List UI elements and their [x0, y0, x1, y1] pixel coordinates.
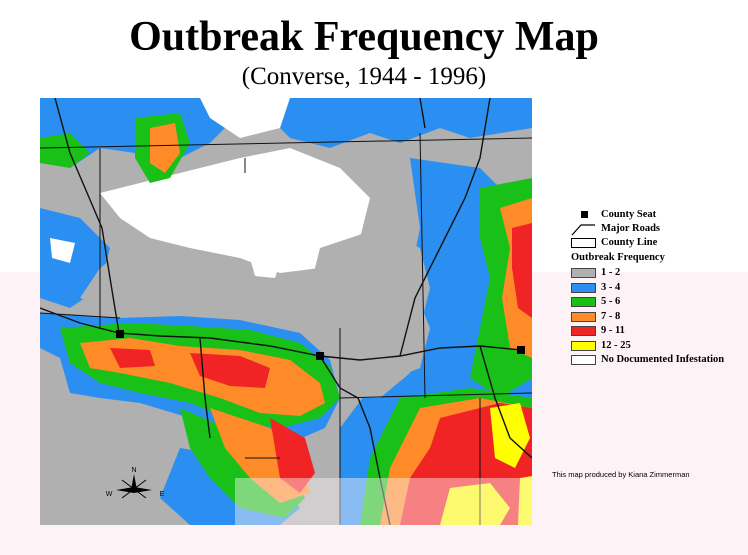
- legend-swatch: [571, 297, 596, 307]
- no-infestation-areas: [50, 98, 370, 278]
- compass-w: W: [106, 491, 113, 498]
- legend-class-label: No Documented Infestation: [601, 354, 725, 365]
- class-12-25-areas: [440, 403, 532, 525]
- legend-swatch: [571, 355, 596, 365]
- legend-swatch: [571, 326, 596, 336]
- legend-class-label: 9 - 11: [601, 325, 625, 336]
- legend-class-label: 1 - 2: [601, 267, 621, 278]
- county-seat-square-icon: [581, 211, 588, 218]
- road-line-icon: [571, 224, 595, 236]
- county-seat-icon: [517, 346, 525, 354]
- legend-class-label: 12 - 25: [601, 339, 631, 351]
- compass-e: E: [160, 491, 164, 498]
- county-seat-icon: [316, 352, 324, 360]
- frequency-map: [40, 98, 532, 525]
- map-subtitle: (Converse, 1944 - 1996): [241, 63, 487, 90]
- county-line-box-icon: [571, 238, 596, 248]
- county-seats: [116, 330, 525, 360]
- map-bottom-fade: [235, 478, 532, 525]
- compass-n: N: [131, 467, 136, 474]
- legend-swatch: [571, 268, 596, 278]
- county-seat-icon: [116, 330, 124, 338]
- legend-class-label: 5 - 6: [601, 296, 621, 307]
- map-credit: This map produced by Kiana Zimmerman: [552, 470, 690, 479]
- legend-heading: Outbreak Frequency: [571, 252, 665, 263]
- class-1-2-areas: [40, 228, 430, 525]
- county-lines: [40, 132, 532, 525]
- map-title: Outbreak Frequency Map: [129, 14, 599, 60]
- legend-swatch: [571, 340, 596, 351]
- legend-class-label: 7 - 8: [601, 310, 621, 322]
- legend-swatch: [571, 282, 596, 293]
- legend-class-label: 3 - 4: [601, 281, 621, 293]
- major-roads: [40, 98, 532, 525]
- compass-rose-icon: N W E: [106, 467, 164, 499]
- legend-swatch: [571, 311, 596, 322]
